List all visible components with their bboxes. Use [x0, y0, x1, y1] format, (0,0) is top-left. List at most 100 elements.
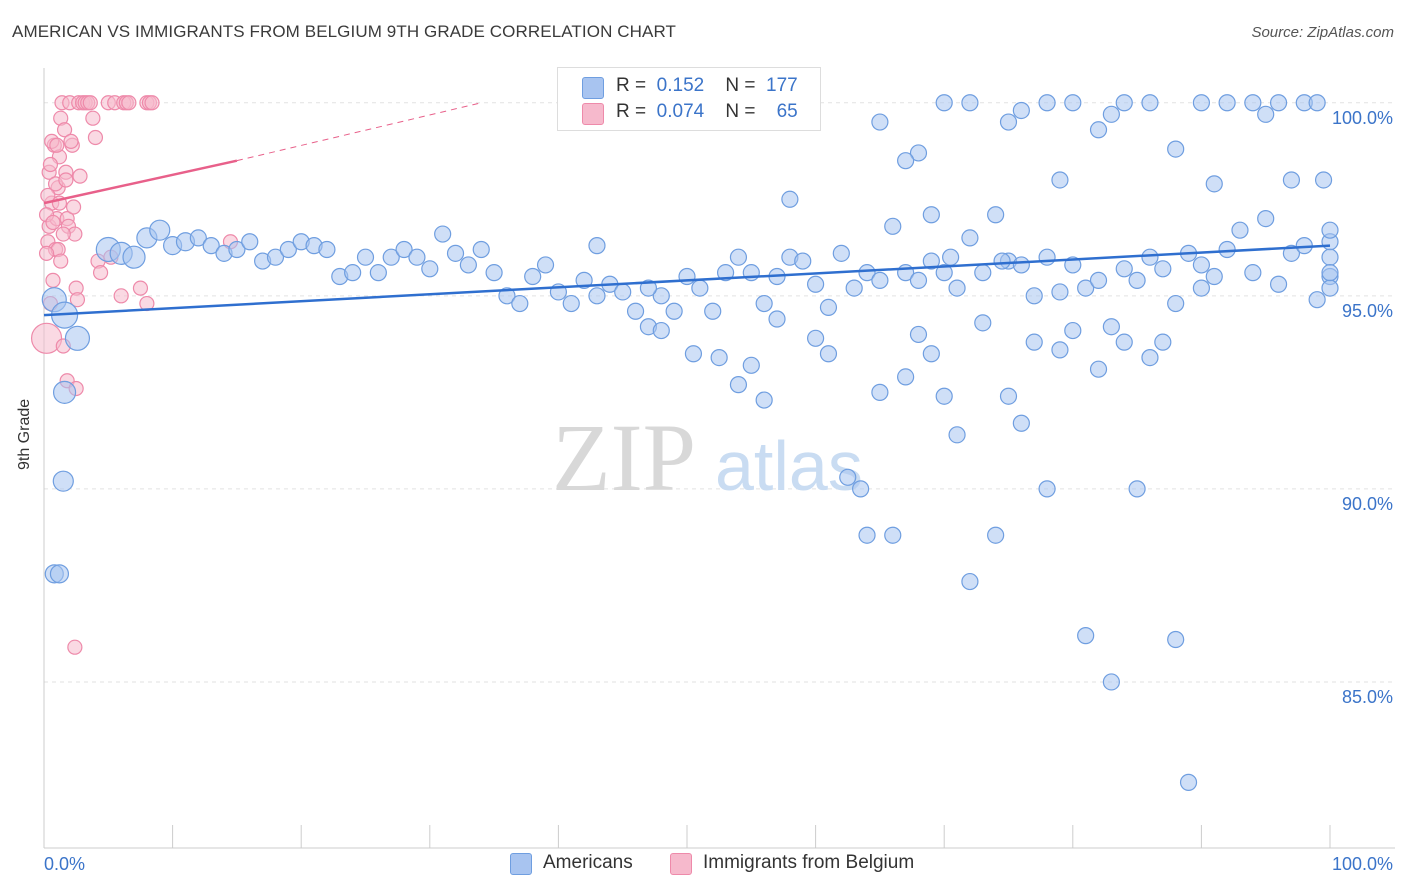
- american-point: [897, 152, 915, 170]
- belgium-swatch: [582, 103, 604, 125]
- american-point: [852, 480, 870, 498]
- n-value: 65: [776, 101, 798, 122]
- american-point: [781, 190, 799, 208]
- american-point: [498, 287, 516, 305]
- american-point: [909, 271, 928, 289]
- n-label: N =: [725, 101, 756, 122]
- american-point: [652, 287, 670, 305]
- american-point: [684, 345, 703, 363]
- american-point: [1077, 279, 1095, 297]
- belgium-point: [113, 288, 129, 304]
- american-point: [948, 426, 966, 444]
- american-point: [344, 264, 362, 282]
- american-point: [974, 264, 992, 282]
- american-point: [1269, 275, 1288, 293]
- american-point: [1115, 94, 1133, 112]
- american-point: [1218, 94, 1236, 112]
- american-point: [122, 245, 146, 269]
- belgium-point: [72, 168, 88, 184]
- american-point: [421, 260, 439, 278]
- american-point: [999, 387, 1018, 405]
- american-point: [1167, 294, 1185, 313]
- american-point: [536, 256, 555, 274]
- american-point: [356, 248, 375, 266]
- american-point: [1282, 171, 1301, 189]
- american-point: [395, 240, 413, 259]
- american-point: [1141, 349, 1159, 367]
- american-point: [922, 252, 940, 270]
- belgium-point: [45, 272, 61, 288]
- american-point: [839, 468, 857, 486]
- belgium-point: [85, 110, 101, 126]
- american-point: [1102, 318, 1120, 336]
- belgium-point: [42, 156, 59, 173]
- americans-trend-line: [43, 244, 1331, 317]
- series-americans: [41, 94, 1339, 791]
- american-point: [52, 470, 74, 492]
- belgium-point: [55, 226, 71, 242]
- r-label: R =: [616, 75, 647, 96]
- belgium-point: [92, 265, 109, 281]
- american-point: [49, 564, 70, 584]
- american-point: [459, 256, 477, 274]
- american-point: [1192, 279, 1211, 297]
- american-point: [871, 271, 889, 289]
- american-point: [1012, 101, 1030, 120]
- american-point: [652, 321, 670, 340]
- r-value: 0.074: [656, 101, 705, 122]
- americans-swatch: [510, 853, 532, 875]
- american-point: [639, 279, 658, 297]
- american-point: [716, 264, 735, 282]
- american-point: [1102, 105, 1120, 123]
- american-point: [1231, 221, 1249, 239]
- watermark-zip: ZIP: [552, 404, 696, 511]
- american-point: [935, 94, 953, 112]
- american-point: [382, 248, 400, 266]
- american-point: [909, 144, 928, 162]
- american-point: [52, 380, 77, 404]
- american-point: [987, 526, 1005, 544]
- belgium-point: [30, 322, 63, 354]
- american-point: [871, 113, 889, 131]
- american-point: [806, 275, 825, 293]
- american-point: [189, 229, 207, 247]
- belgium-point: [56, 122, 73, 138]
- belgium-point: [87, 129, 104, 146]
- x-tick-label: 0.0%: [44, 854, 85, 874]
- american-point: [961, 94, 979, 112]
- american-point: [1308, 94, 1326, 112]
- belgium-point: [63, 133, 79, 149]
- belgium-point: [58, 172, 74, 188]
- american-point: [1321, 264, 1339, 282]
- x-tick-label: 100.0%: [1332, 854, 1393, 874]
- american-point: [408, 248, 426, 266]
- american-point: [665, 302, 683, 320]
- belgium-point: [67, 639, 83, 655]
- watermark: ZIP atlas: [552, 404, 863, 511]
- american-point: [149, 219, 171, 241]
- american-point: [961, 572, 979, 591]
- american-point: [742, 356, 760, 374]
- american-point: [1089, 360, 1108, 378]
- american-point: [575, 271, 593, 289]
- belgium-point: [49, 137, 65, 153]
- american-point: [1205, 267, 1223, 286]
- american-point: [806, 329, 825, 347]
- american-point: [1089, 271, 1108, 289]
- american-point: [1012, 256, 1030, 274]
- american-point: [1115, 260, 1133, 278]
- american-point: [832, 244, 850, 262]
- american-point: [755, 294, 773, 313]
- american-point: [819, 345, 838, 363]
- american-point: [369, 264, 387, 282]
- american-point: [1038, 248, 1056, 266]
- american-point: [871, 383, 889, 401]
- belgium-trend-line: [43, 159, 238, 205]
- american-point: [228, 240, 246, 259]
- american-point: [729, 376, 748, 394]
- belgium-trend-extension: [236, 102, 482, 162]
- american-point: [1321, 248, 1339, 266]
- american-point: [819, 298, 838, 317]
- belgium-point: [65, 199, 82, 215]
- american-point: [1141, 94, 1159, 112]
